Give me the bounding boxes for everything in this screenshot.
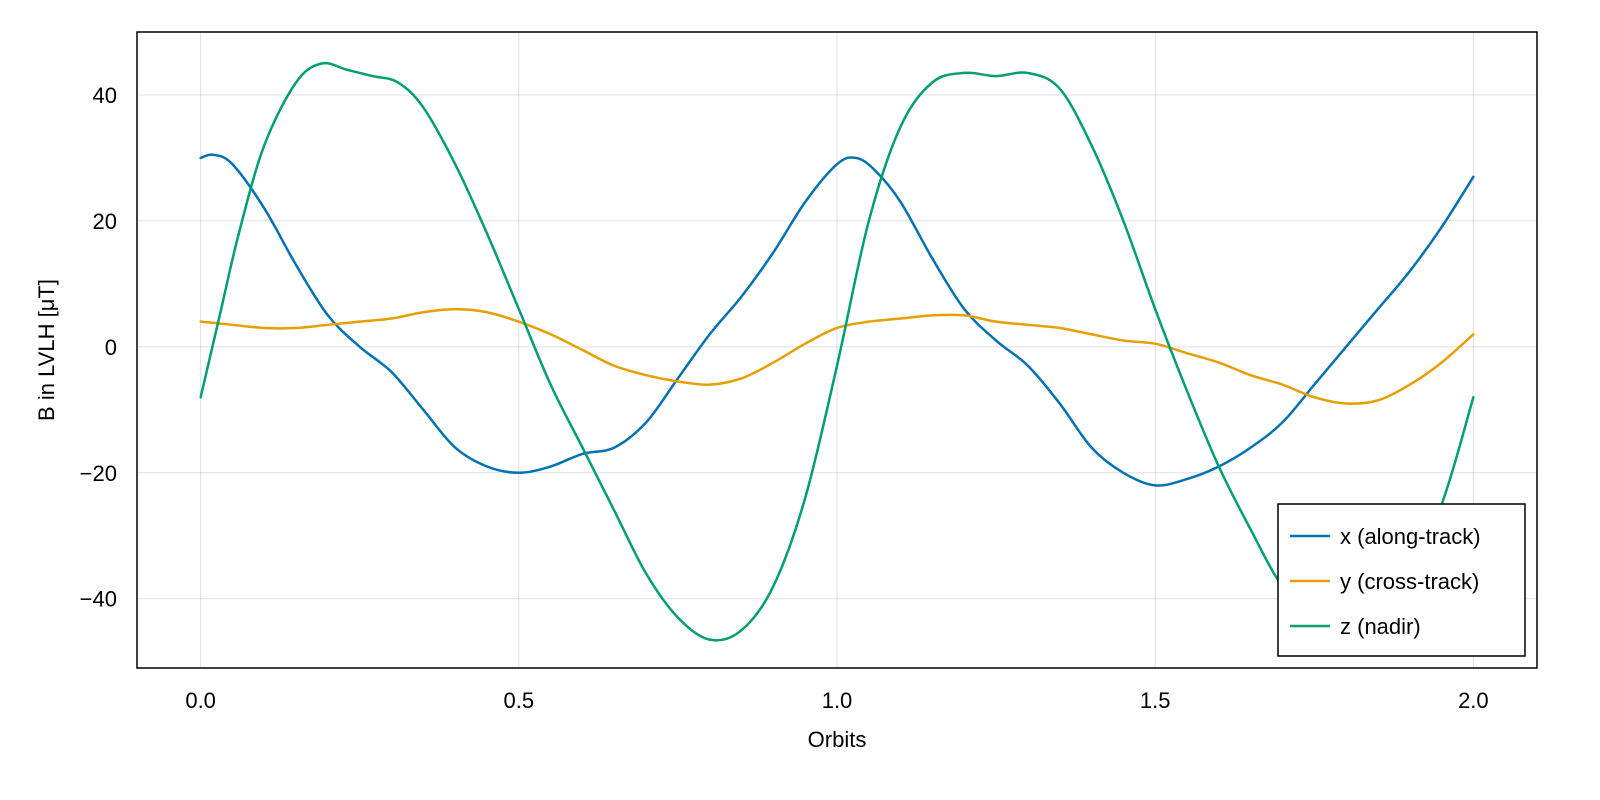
- x-axis-ticks: 0.0 0.5 1.0 1.5 2.0: [185, 688, 1488, 713]
- series-layer: [199, 61, 1475, 642]
- legend: x (along-track) y (cross-track) z (nadir): [1277, 503, 1526, 657]
- legend-label-z-nadir: z (nadir): [1340, 614, 1421, 639]
- series-line-x-along-track: [199, 153, 1475, 487]
- series-line-y-cross-track: [199, 307, 1475, 405]
- x-tick-label: 1.0: [822, 688, 853, 713]
- x-tick-label: 0.0: [185, 688, 216, 713]
- y-tick-label: 0: [105, 335, 117, 360]
- grid: [137, 32, 1537, 668]
- series-line-z-nadir: [199, 61, 1475, 642]
- x-tick-label: 1.5: [1140, 688, 1171, 713]
- y-tick-label: 40: [93, 83, 117, 108]
- legend-label-y-cross-track: y (cross-track): [1340, 569, 1479, 594]
- y-axis-label: B in LVLH [μT]: [34, 279, 59, 421]
- y-tick-label: −40: [80, 587, 117, 612]
- plot-frame: [136, 31, 1538, 669]
- x-tick-label: 0.5: [504, 688, 535, 713]
- y-axis-ticks: −40 −20 0 20 40: [80, 83, 117, 612]
- legend-label-x-along-track: x (along-track): [1340, 524, 1481, 549]
- x-tick-label: 2.0: [1458, 688, 1489, 713]
- x-axis-label: Orbits: [808, 727, 867, 752]
- y-tick-label: 20: [93, 209, 117, 234]
- y-tick-label: −20: [80, 461, 117, 486]
